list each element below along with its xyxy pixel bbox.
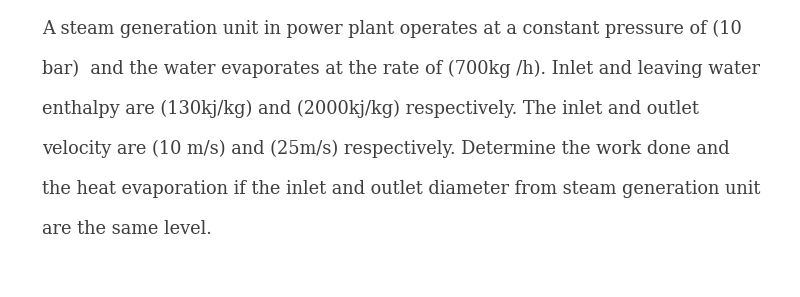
- Text: enthalpy are (130kj/kg) and (2000kj/kg) respectively. The inlet and outlet: enthalpy are (130kj/kg) and (2000kj/kg) …: [42, 100, 699, 118]
- Text: A steam generation unit in power plant operates at a constant pressure of (10: A steam generation unit in power plant o…: [42, 20, 742, 38]
- Text: are the same level.: are the same level.: [42, 220, 212, 238]
- Text: bar)  and the water evaporates at the rate of (700kg /h). Inlet and leaving wate: bar) and the water evaporates at the rat…: [42, 60, 760, 78]
- Text: velocity are (10 m/s) and (25m/s) respectively. Determine the work done and: velocity are (10 m/s) and (25m/s) respec…: [42, 140, 730, 158]
- Text: the heat evaporation if the inlet and outlet diameter from steam generation unit: the heat evaporation if the inlet and ou…: [42, 180, 760, 198]
